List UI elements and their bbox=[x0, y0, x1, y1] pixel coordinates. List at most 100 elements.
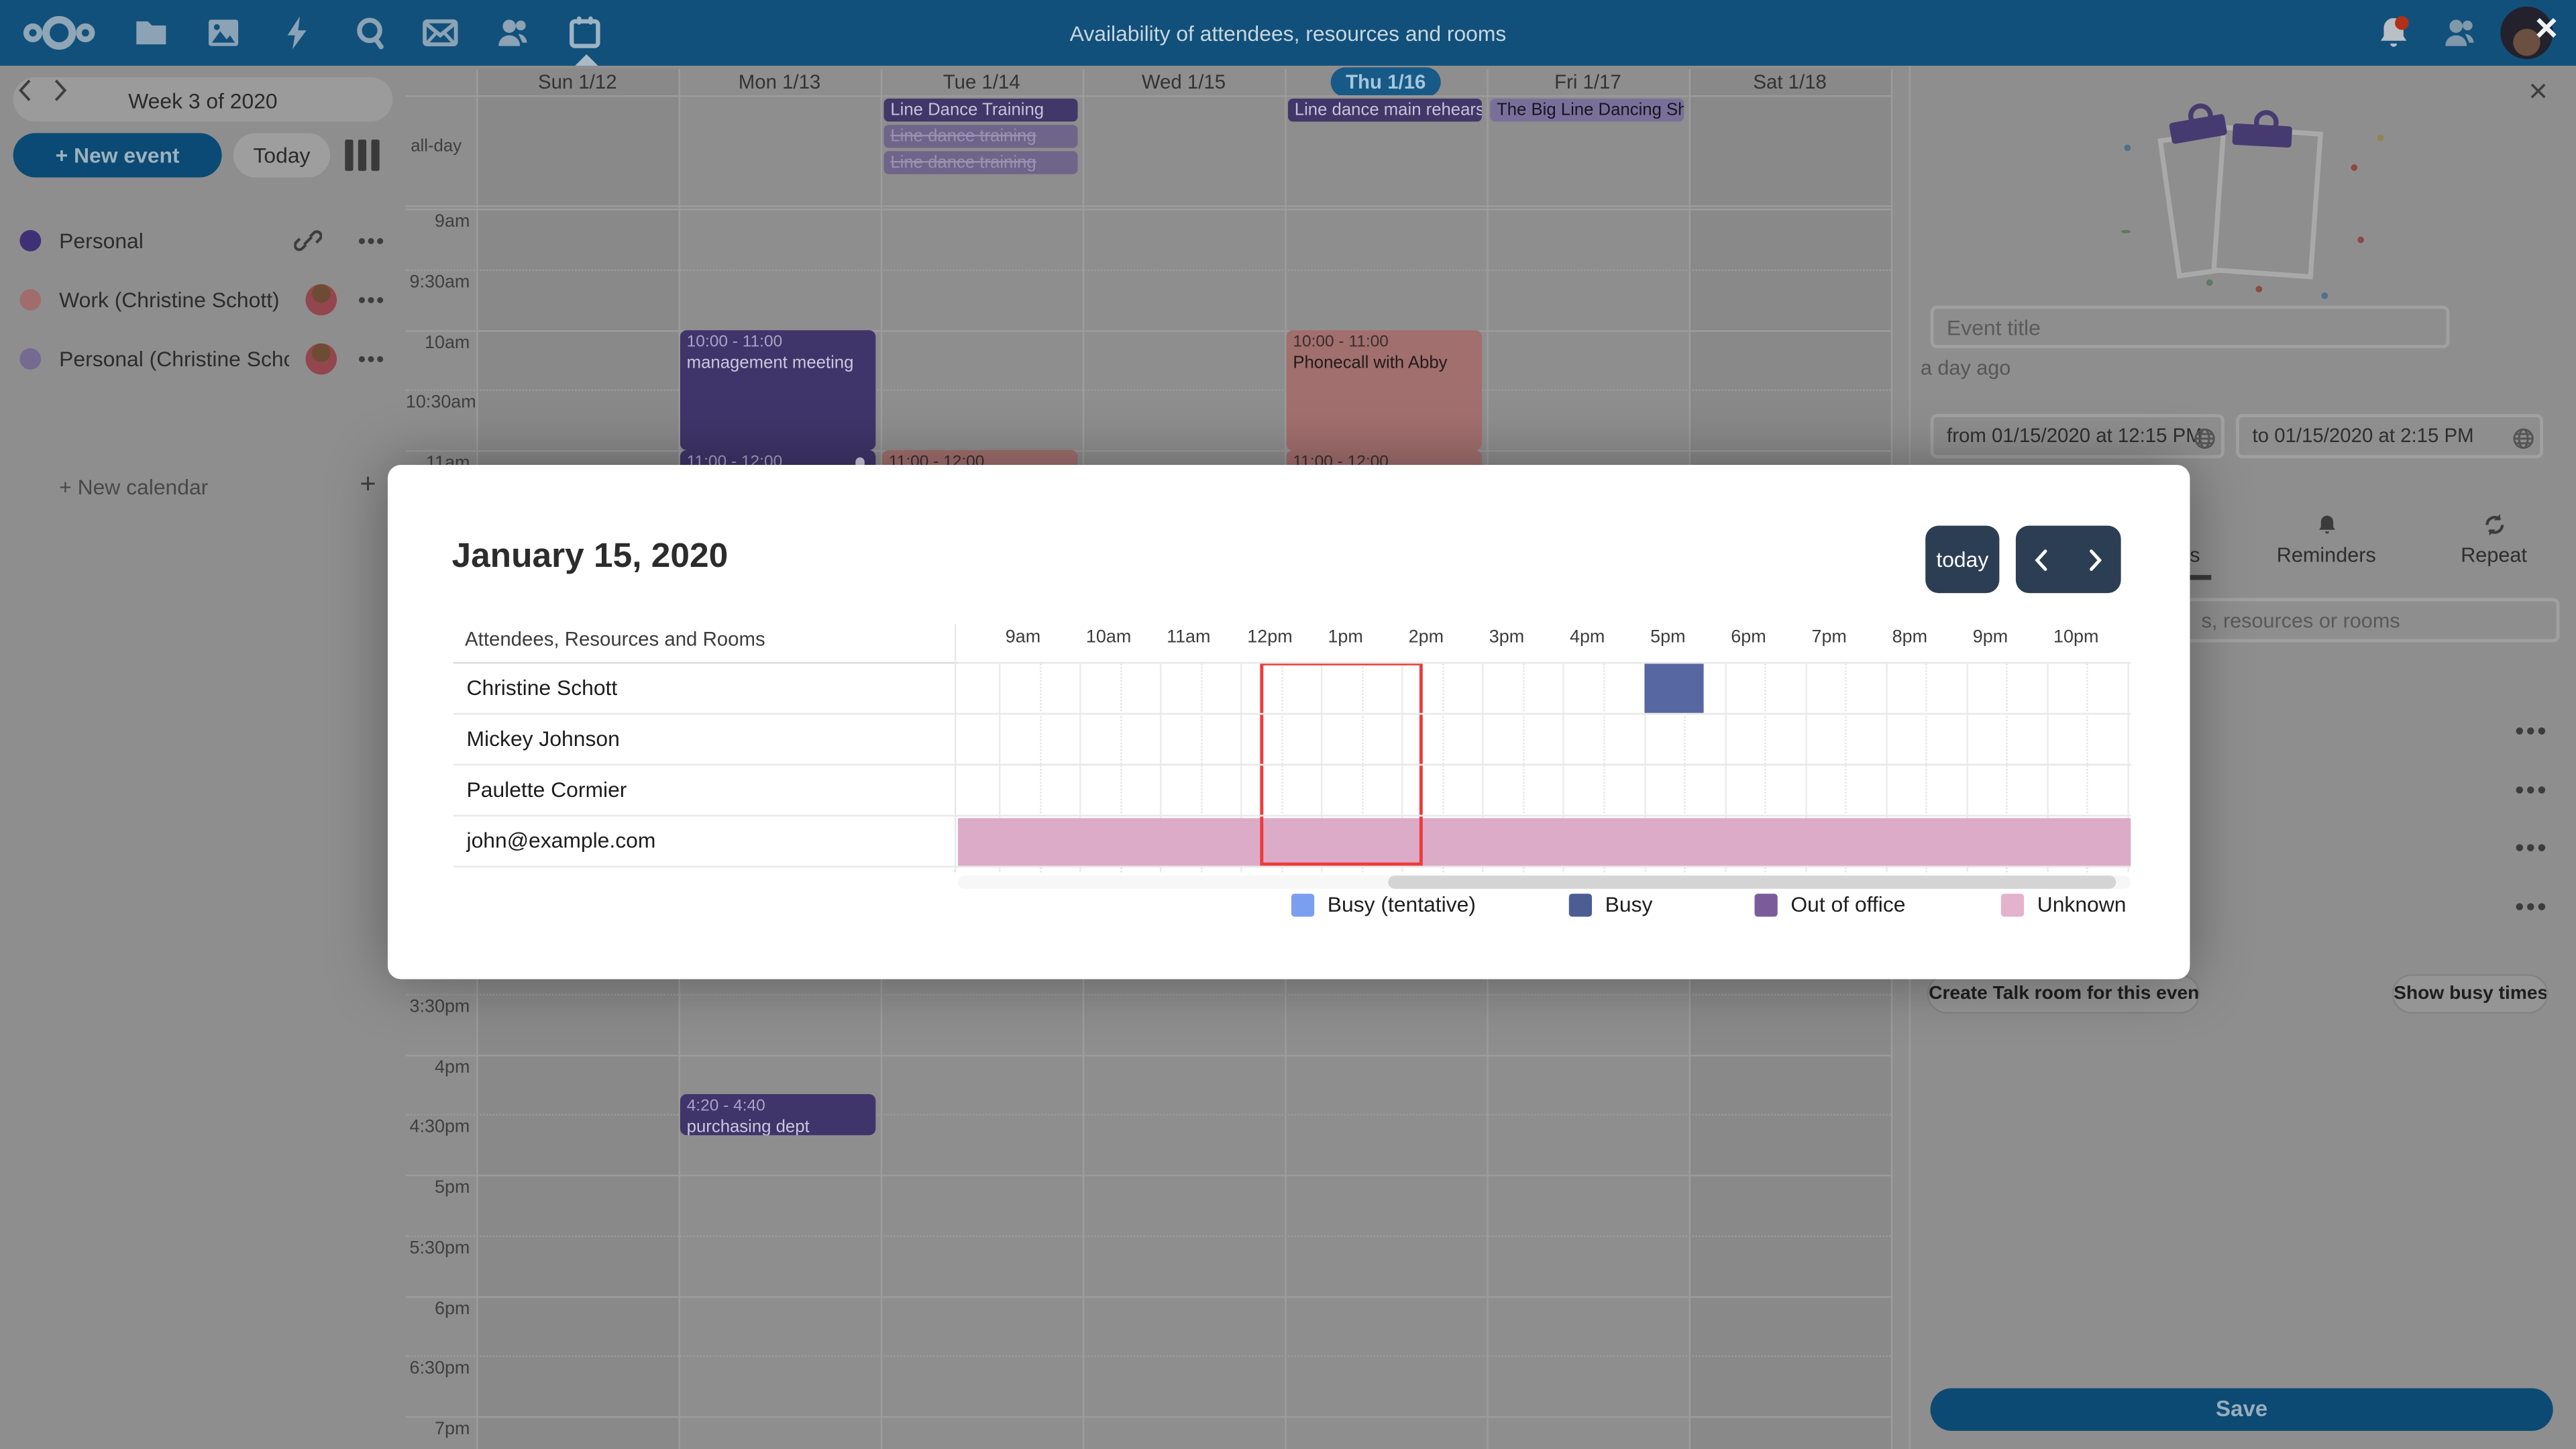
legend-label: Busy (tentative) bbox=[1327, 892, 1476, 917]
new-calendar-button[interactable]: + New calendar bbox=[59, 474, 209, 500]
modal-next-day-icon[interactable] bbox=[2082, 547, 2108, 574]
availability-modal: January 15, 2020 today Attendees, Resour… bbox=[387, 465, 2190, 979]
modal-prev-day-icon[interactable] bbox=[2029, 547, 2055, 574]
attendee-menu-icon[interactable]: ••• bbox=[2515, 894, 2549, 922]
allday-event[interactable]: Line Dance Training bbox=[883, 98, 1078, 122]
legend-swatch bbox=[1754, 894, 1778, 917]
modal-time-label: 2pm bbox=[1408, 627, 1444, 647]
modal-scrollbar-thumb[interactable] bbox=[1388, 875, 2116, 889]
allday-event[interactable]: The Big Line Dancing Show bbox=[1490, 98, 1684, 122]
new-calendar-plus-icon[interactable]: + bbox=[360, 468, 376, 500]
calendar-list-item[interactable]: Personal (Christine Scho… ••• bbox=[0, 330, 406, 389]
calendar-color-dot bbox=[19, 348, 42, 370]
modal-close-icon[interactable]: × bbox=[2534, 6, 2559, 51]
day-header[interactable]: Sat 1/18 bbox=[1753, 70, 1827, 94]
attendee-menu-icon[interactable]: ••• bbox=[2515, 835, 2549, 863]
to-datetime-field[interactable]: to 01/15/2020 at 2:15 PM bbox=[2236, 414, 2544, 459]
calendar-menu-icon[interactable]: ••• bbox=[358, 287, 386, 313]
calendar-menu-icon[interactable]: ••• bbox=[358, 346, 386, 372]
legend-swatch bbox=[2000, 894, 2025, 917]
attendee-menu-icon[interactable]: ••• bbox=[2515, 777, 2549, 806]
day-header[interactable]: Thu 1/16 bbox=[1285, 67, 1487, 97]
new-event-button[interactable]: + New event bbox=[13, 133, 222, 178]
week-navigation: Week 3 of 2020 bbox=[13, 77, 393, 122]
allday-event[interactable]: Line dance main rehearsal bbox=[1288, 98, 1482, 122]
calendar-event[interactable]: 10:00 - 11:00 management meeting bbox=[680, 329, 876, 451]
next-week-icon[interactable] bbox=[47, 77, 73, 103]
create-talk-room-button[interactable]: Create Talk room for this event bbox=[1927, 974, 2200, 1014]
clipboard-ring bbox=[2188, 103, 2213, 129]
confetti-dot bbox=[2124, 144, 2131, 152]
legend-label: Busy bbox=[1605, 892, 1653, 917]
confetti-dot bbox=[2255, 286, 2263, 292]
calendar-menu-icon[interactable]: ••• bbox=[358, 228, 386, 254]
modal-gridline bbox=[1482, 661, 1485, 873]
modal-gridline-half bbox=[2087, 661, 2089, 873]
gridline bbox=[405, 1295, 1891, 1297]
notifications-bell-icon[interactable] bbox=[2374, 13, 2414, 53]
calendar-list-item[interactable]: Personal ••• bbox=[0, 212, 406, 271]
calendar-list-item[interactable]: Work (Christine Schott) ••• bbox=[0, 271, 406, 330]
modal-row-border bbox=[957, 661, 2131, 664]
repeat-icon bbox=[2485, 514, 2504, 536]
show-busy-times-button[interactable]: Show busy times bbox=[2392, 974, 2548, 1014]
modal-scrollbar-track[interactable] bbox=[957, 875, 2131, 889]
modal-time-label: 8pm bbox=[1892, 627, 1928, 647]
view-toggle-icon[interactable] bbox=[345, 140, 381, 171]
nextcloud-logo-icon[interactable] bbox=[21, 11, 97, 54]
activity-icon[interactable] bbox=[278, 13, 317, 53]
attendee-menu-icon[interactable]: ••• bbox=[2515, 718, 2549, 746]
timezone-globe-icon[interactable] bbox=[2512, 427, 2534, 450]
allday-event[interactable]: Line dance training bbox=[883, 151, 1078, 174]
day-header[interactable]: Fri 1/17 bbox=[1554, 70, 1621, 94]
calendar-name: Personal bbox=[59, 228, 144, 254]
today-button[interactable]: Today bbox=[233, 133, 331, 178]
event-title-input[interactable] bbox=[1930, 305, 2450, 349]
gridline bbox=[405, 994, 1891, 996]
modal-gridline bbox=[1401, 661, 1404, 873]
legend-label: Unknown bbox=[2037, 892, 2127, 917]
calendar-event[interactable]: 10:00 - 11:00 Phonecall with Abby bbox=[1286, 329, 1482, 451]
user-avatar[interactable] bbox=[2500, 6, 2553, 60]
confetti-dot bbox=[2377, 134, 2384, 142]
tab-label: Reminders bbox=[2276, 543, 2376, 567]
modal-gridline-half bbox=[1361, 661, 1364, 873]
modal-gridline bbox=[1240, 661, 1242, 873]
federation-contacts-icon[interactable] bbox=[2440, 13, 2479, 53]
day-header[interactable]: Mon 1/13 bbox=[738, 70, 821, 94]
mail-icon[interactable] bbox=[421, 13, 460, 53]
modal-row-border bbox=[453, 763, 2131, 766]
contacts-icon[interactable] bbox=[493, 13, 533, 53]
calendar-event[interactable]: 4:20 - 4:40 purchasing dept bbox=[680, 1093, 876, 1135]
event-time: 4:20 - 4:40 bbox=[686, 1097, 765, 1116]
busy-block bbox=[1644, 663, 1705, 713]
tab-reminders[interactable]: Reminders bbox=[2253, 513, 2400, 588]
event-time: 10:00 - 11:00 bbox=[1293, 332, 1389, 351]
modal-today-button[interactable]: today bbox=[1925, 525, 2000, 594]
save-button[interactable]: Save bbox=[1930, 1388, 2553, 1432]
from-datetime-field[interactable]: from 01/15/2020 at 12:15 PM bbox=[1930, 414, 2224, 459]
day-header[interactable]: Sun 1/12 bbox=[537, 70, 617, 94]
files-icon[interactable] bbox=[131, 13, 171, 53]
tab-repeat[interactable]: Repeat bbox=[2420, 513, 2567, 588]
time-axis-label: 10:30am bbox=[405, 392, 476, 413]
search-icon[interactable] bbox=[352, 13, 391, 53]
photos-icon[interactable] bbox=[204, 13, 244, 53]
calendar-name: Personal (Christine Scho… bbox=[59, 346, 289, 372]
share-link-icon[interactable] bbox=[294, 227, 323, 255]
timezone-globe-icon[interactable] bbox=[2193, 427, 2216, 450]
modal-row-border bbox=[453, 712, 2131, 715]
modal-gridline bbox=[2047, 661, 2049, 873]
previous-week-icon[interactable] bbox=[13, 77, 40, 103]
modal-time-label: 1pm bbox=[1328, 627, 1363, 647]
tab-label: Repeat bbox=[2461, 543, 2527, 567]
modal-gridline-half bbox=[1281, 661, 1283, 873]
calendar-app-icon[interactable] bbox=[565, 13, 604, 53]
modal-gridline-half bbox=[1684, 661, 1686, 873]
day-header[interactable]: Tue 1/14 bbox=[943, 70, 1020, 94]
allday-event[interactable]: Line dance training bbox=[883, 125, 1078, 148]
day-header[interactable]: Wed 1/15 bbox=[1141, 70, 1226, 94]
shared-by-avatar bbox=[305, 343, 337, 375]
sidebar-close-icon[interactable]: × bbox=[2528, 74, 2548, 111]
confetti-dot bbox=[2321, 292, 2328, 299]
